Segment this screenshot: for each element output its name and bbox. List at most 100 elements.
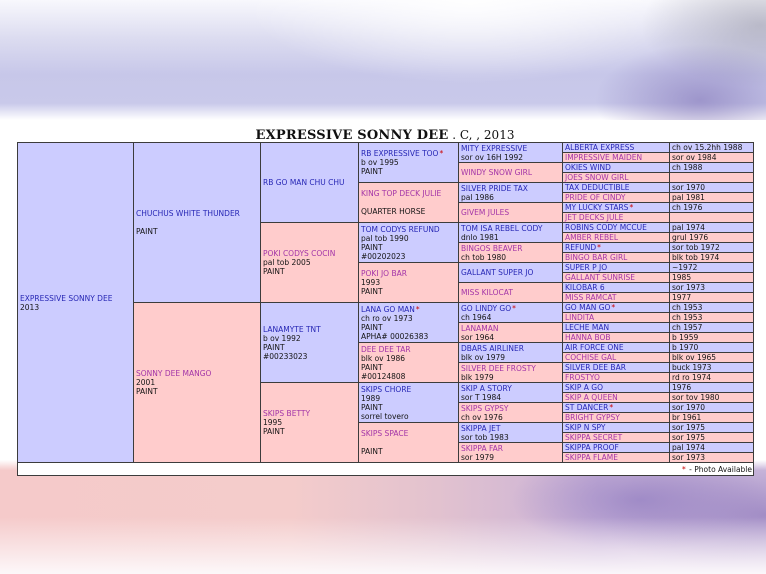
horse-name-link[interactable]: SILVER PRIDE TAX <box>461 183 528 193</box>
horse-name-link[interactable]: RB GO MAN CHU CHU <box>263 178 345 187</box>
horse-name-link[interactable]: ST DANCER <box>565 403 609 412</box>
horse-name-link[interactable]: AIR FORCE ONE <box>565 343 624 352</box>
horse-name-link[interactable]: SKIPPA FLAME <box>565 453 618 462</box>
blurred-photo-background-top <box>0 0 766 120</box>
horse-name-line: TAX DEDUCTIBLE <box>565 183 668 192</box>
horse-name-link[interactable]: SKIPS GYPSY <box>461 403 509 413</box>
horse-name-link[interactable]: ROBINS CODY MCCUE <box>565 223 647 232</box>
horse-name-link[interactable]: PRIDE OF CINDY <box>565 193 626 202</box>
horse-name-line: WINDY SNOW GIRL <box>461 168 561 177</box>
horse-name-link[interactable]: LANAMAN <box>461 323 499 333</box>
horse-name-link[interactable]: SKIPS BETTY <box>263 409 311 418</box>
horse-name-link[interactable]: BINGOS BEAVER <box>461 243 523 253</box>
horse-name-link[interactable]: COCHISE GAL <box>565 353 617 362</box>
horse-name-link[interactable]: SKIP A GO <box>565 383 604 392</box>
horse-name-link[interactable]: GO MAN GO <box>565 303 611 312</box>
horse-name-link[interactable]: SILVER DEE FROSTY <box>461 363 536 373</box>
horse-name-link[interactable]: JOES SNOW GIRL <box>565 173 629 182</box>
horse-name-link[interactable]: LANAMYTE TNT <box>263 324 321 334</box>
horse-date-cell: sor tov 1980 <box>669 392 754 403</box>
horse-name-link[interactable]: DBARS AIRLINER <box>461 343 524 353</box>
horse-name-link[interactable]: WINDY SNOW GIRL <box>461 168 533 177</box>
horse-name-link[interactable]: GALLANT SUNRISE <box>565 273 635 282</box>
pedigree-cell-gen6-name: MISS RAMCAT <box>562 292 670 303</box>
horse-name-link[interactable]: ALBERTA EXPRESS <box>565 143 635 152</box>
pedigree-cell-gen5: WINDY SNOW GIRL <box>458 162 563 183</box>
horse-name-link[interactable]: SILVER DEE BAR <box>565 363 626 372</box>
pedigree-cell-gen5: SILVER DEE FROSTY blk 1979 <box>458 362 563 383</box>
horse-name-link[interactable]: BINGO BAR GIRL <box>565 253 628 262</box>
horse-name-link[interactable]: SONNY DEE MANGO <box>136 369 212 378</box>
horse-date-cell: ~1972 <box>669 262 754 273</box>
horse-name-link[interactable]: SKIP A QUEEN <box>565 393 618 402</box>
horse-name-line: POKI CODYS COCIN <box>263 249 357 258</box>
horse-name-link[interactable]: SKIPPA SECRET <box>565 433 623 442</box>
horse-name-link[interactable]: LECHE MAN <box>565 323 610 332</box>
horse-name-link[interactable]: MITY EXPRESSIVE <box>461 143 528 153</box>
horse-name-link[interactable]: IMPRESSIVE MAIDEN <box>565 153 643 162</box>
horse-name-link[interactable]: OKIES WIND <box>565 163 611 172</box>
horse-name-link[interactable]: MY LUCKY STARS <box>565 203 629 212</box>
horse-name-link[interactable]: POKI JO BAR <box>361 269 407 278</box>
horse-name-line: DBARS AIRLINER <box>461 344 561 353</box>
horse-date: sor 1970 <box>672 403 706 412</box>
horse-name-link[interactable]: SKIPPA JET <box>461 423 501 433</box>
pedigree-cell-gen3: POKI CODYS COCIN pal tob 2005 PAINT <box>260 222 359 303</box>
horse-name-link[interactable]: SKIPS SPACE <box>361 429 409 438</box>
horse-date-cell: sor 1970 <box>669 182 754 193</box>
horse-name-link[interactable]: AMBER REBEL <box>565 233 619 242</box>
horse-name-link[interactable]: EXPRESSIVE SONNY DEE <box>20 293 113 303</box>
horse-name-link[interactable]: KING TOP DECK JULIE <box>361 189 442 198</box>
horse-name-link[interactable]: KILOBAR 6 <box>565 283 605 292</box>
horse-name-link[interactable]: GIVEM JULES <box>461 208 510 217</box>
horse-name-link[interactable]: GALLANT SUPER JO <box>461 268 534 277</box>
horse-date-cell: ch 1957 <box>669 322 754 333</box>
horse-detail: blk 1979 <box>461 372 494 382</box>
pedigree-cell-gen6-name: JOES SNOW GIRL <box>562 172 670 183</box>
horse-name-link[interactable]: JET DECKS JULE <box>565 213 624 222</box>
pedigree-cell-gen4: SKIPS SPACE PAINT <box>358 422 459 463</box>
horse-name-link[interactable]: SKIPPA PROOF <box>565 443 619 452</box>
pedigree-cell-gen5: DBARS AIRLINER blk ov 1979 <box>458 342 563 363</box>
horse-name-link[interactable]: POKI CODYS COCIN <box>263 249 336 258</box>
horse-date-cell: b 1970 <box>669 342 754 353</box>
horse-name-link[interactable]: TAX DEDUCTIBLE <box>565 183 630 192</box>
legend-text: - Photo Available <box>686 464 752 474</box>
horse-name-link[interactable]: TOM ISA REBEL CODY <box>461 223 543 233</box>
horse-name-line: SKIPPA JET <box>461 424 561 433</box>
pedigree-cell-gen6-name: SKIP A QUEEN <box>562 392 670 403</box>
pedigree-cell-gen6-name: SKIP N SPY <box>562 422 670 433</box>
horse-name-link[interactable]: HANNA BOB <box>565 333 611 342</box>
horse-date: blk ov 1965 <box>672 353 717 362</box>
horse-name-link[interactable]: TOM CODYS REFUND <box>361 224 440 234</box>
horse-name-link[interactable]: SKIP A STORY <box>461 383 512 393</box>
horse-name-link[interactable]: SKIPPA FAR <box>461 443 503 453</box>
horse-name-link[interactable]: DEE DEE TAR <box>361 344 411 354</box>
horse-date: sor 1970 <box>672 183 706 192</box>
horse-name-link[interactable]: BRIGHT GYPSY <box>565 413 620 422</box>
pedigree-cell-gen6-name: COCHISE GAL <box>562 352 670 363</box>
pedigree-cell-gen6-name: TAX DEDUCTIBLE <box>562 182 670 193</box>
horse-name-link[interactable]: FROSTYO <box>565 373 600 382</box>
horse-name-link[interactable]: LANA GO MAN <box>361 304 415 314</box>
horse-name-link[interactable]: SKIPS CHORE <box>361 384 412 394</box>
horse-name-link[interactable]: SUPER P JO <box>565 263 608 272</box>
horse-name-line: FROSTYO <box>565 373 668 382</box>
horse-name-link[interactable]: REFUND <box>565 243 597 252</box>
pedigree-cell-gen6-name: GO MAN GO* <box>562 302 670 313</box>
horse-date-cell: blk ov 1965 <box>669 352 754 363</box>
horse-date-cell: b 1959 <box>669 332 754 343</box>
horse-name-link[interactable]: MISS KILOCAT <box>461 288 513 297</box>
horse-name-link[interactable]: LINDITA <box>565 313 595 322</box>
horse-name-link[interactable]: CHUCHUS WHITE THUNDER <box>136 209 240 218</box>
horse-name-link[interactable]: MISS RAMCAT <box>565 293 617 302</box>
horse-date: 1976 <box>672 383 692 392</box>
horse-name-line: EXPRESSIVE SONNY DEE <box>20 294 132 303</box>
horse-name-link[interactable]: GO LINDY GO <box>461 303 512 313</box>
horse-detail: pal tob 1990 <box>361 233 409 243</box>
horse-detail: PAINT <box>263 342 285 352</box>
horse-date-cell: pal 1981 <box>669 192 754 203</box>
horse-name-link[interactable]: RB EXPRESSIVE TOO <box>361 149 439 158</box>
horse-date: sor tov 1980 <box>672 393 720 402</box>
horse-name-link[interactable]: SKIP N SPY <box>565 423 606 432</box>
